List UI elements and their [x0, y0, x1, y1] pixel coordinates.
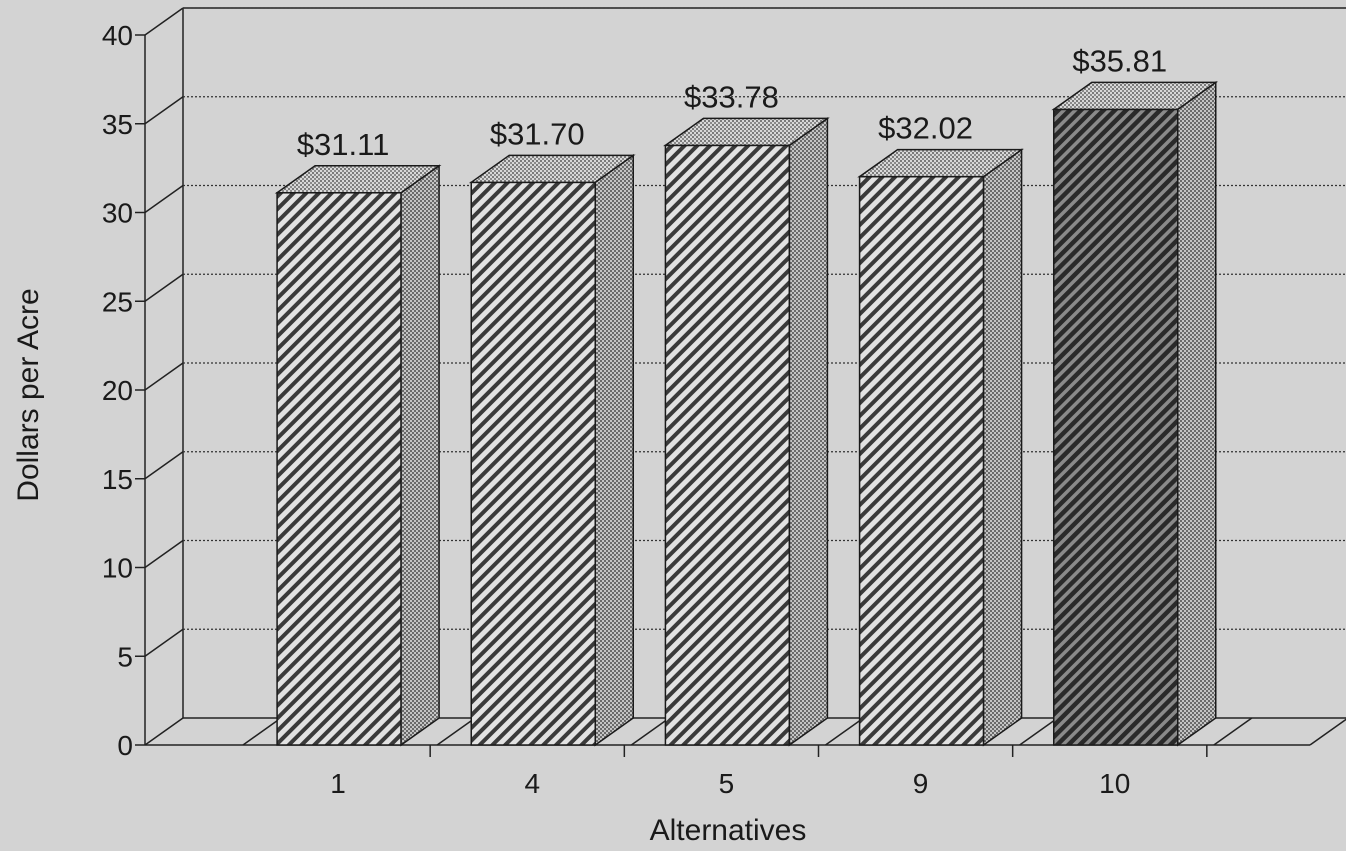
bar-group [1051, 80, 1219, 747]
depth-tick [144, 7, 184, 36]
x-axis: 1 4 5 9 10 [242, 717, 1253, 799]
floor-divider [1019, 717, 1059, 746]
bar-group [274, 164, 442, 747]
y-tick-label: 10 [102, 553, 133, 584]
bar-side [400, 164, 440, 747]
depth-tick [144, 451, 184, 480]
floor-divider [242, 717, 282, 746]
bars [274, 80, 1219, 747]
y-axis: 0 5 10 15 20 25 30 35 40 [102, 7, 184, 761]
data-label: $35.81 [1072, 43, 1167, 78]
x-tick-label: 9 [913, 768, 929, 799]
y-tick-label: 30 [102, 198, 133, 229]
bar-group [857, 148, 1024, 747]
floor-right-edge [1309, 718, 1346, 746]
x-axis-title: Alternatives [650, 814, 807, 847]
bar-side [594, 153, 634, 747]
floor-divider [1213, 717, 1253, 746]
bar-top [663, 117, 830, 147]
y-tick-label: 15 [102, 464, 133, 495]
bar [470, 181, 596, 746]
bar [858, 175, 985, 746]
bar-group [663, 116, 830, 747]
x-tick-label: 4 [524, 768, 540, 799]
depth-tick [144, 96, 184, 125]
bar-top [468, 154, 636, 184]
data-label: $33.78 [684, 79, 779, 114]
depth-tick [144, 273, 184, 302]
bar-top [857, 148, 1024, 178]
bar-side [1177, 80, 1217, 747]
y-tick-label: 20 [102, 375, 133, 406]
depth-tick [144, 539, 184, 569]
data-label: $31.70 [490, 116, 585, 151]
x-tick-label: 1 [330, 768, 346, 799]
depth-tick [144, 628, 184, 657]
bar-side [982, 148, 1023, 747]
bar-side [788, 116, 829, 747]
x-tick-label: 10 [1099, 768, 1130, 799]
data-labels: $31.11 $31.70 $33.78 $32.02 $35.81 [297, 43, 1167, 161]
floor-divider [825, 717, 864, 746]
bar [664, 144, 791, 746]
bar [276, 192, 402, 746]
x-tick-label: 5 [719, 768, 735, 799]
depth-tick [144, 184, 184, 214]
floor-divider [630, 717, 670, 746]
y-tick-label: 25 [102, 286, 133, 317]
bar-top [274, 165, 442, 194]
data-label: $31.11 [297, 127, 390, 162]
depth-tick [144, 717, 184, 746]
floor-divider [436, 717, 476, 746]
bar-top [1051, 81, 1219, 111]
depth-tick [144, 362, 184, 391]
y-tick-label: 40 [102, 20, 133, 51]
y-tick-label: 0 [117, 730, 133, 761]
y-tick-label: 5 [117, 641, 133, 672]
data-label: $32.02 [878, 111, 973, 146]
bar-group [468, 153, 636, 747]
bar [1053, 108, 1179, 746]
y-axis-title: Dollars per Acre [12, 288, 45, 501]
y-tick-label: 35 [102, 109, 133, 140]
